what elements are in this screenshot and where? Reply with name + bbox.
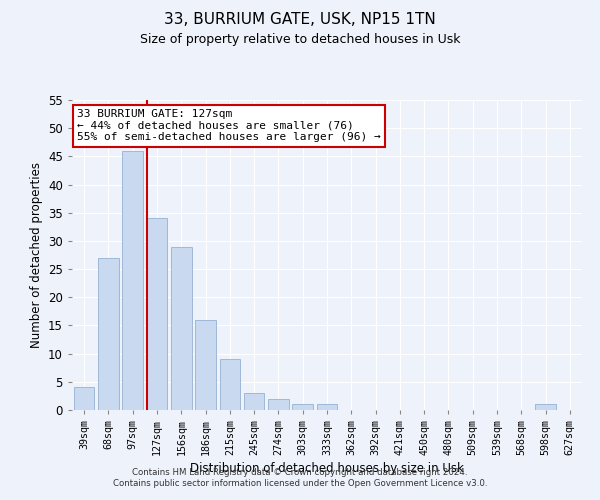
Text: 33 BURRIUM GATE: 127sqm
← 44% of detached houses are smaller (76)
55% of semi-de: 33 BURRIUM GATE: 127sqm ← 44% of detache…	[77, 110, 381, 142]
Bar	[244, 393, 265, 410]
Text: Size of property relative to detached houses in Usk: Size of property relative to detached ho…	[140, 32, 460, 46]
Bar	[98, 258, 119, 410]
X-axis label: Distribution of detached houses by size in Usk: Distribution of detached houses by size …	[190, 462, 464, 475]
Bar	[317, 404, 337, 410]
Y-axis label: Number of detached properties: Number of detached properties	[29, 162, 43, 348]
Bar	[268, 398, 289, 410]
Bar	[74, 388, 94, 410]
Bar	[195, 320, 216, 410]
Bar	[122, 150, 143, 410]
Bar	[146, 218, 167, 410]
Bar	[535, 404, 556, 410]
Bar	[292, 404, 313, 410]
Bar	[220, 360, 240, 410]
Bar	[171, 246, 191, 410]
Text: Contains HM Land Registry data © Crown copyright and database right 2024.
Contai: Contains HM Land Registry data © Crown c…	[113, 468, 487, 487]
Text: 33, BURRIUM GATE, USK, NP15 1TN: 33, BURRIUM GATE, USK, NP15 1TN	[164, 12, 436, 28]
